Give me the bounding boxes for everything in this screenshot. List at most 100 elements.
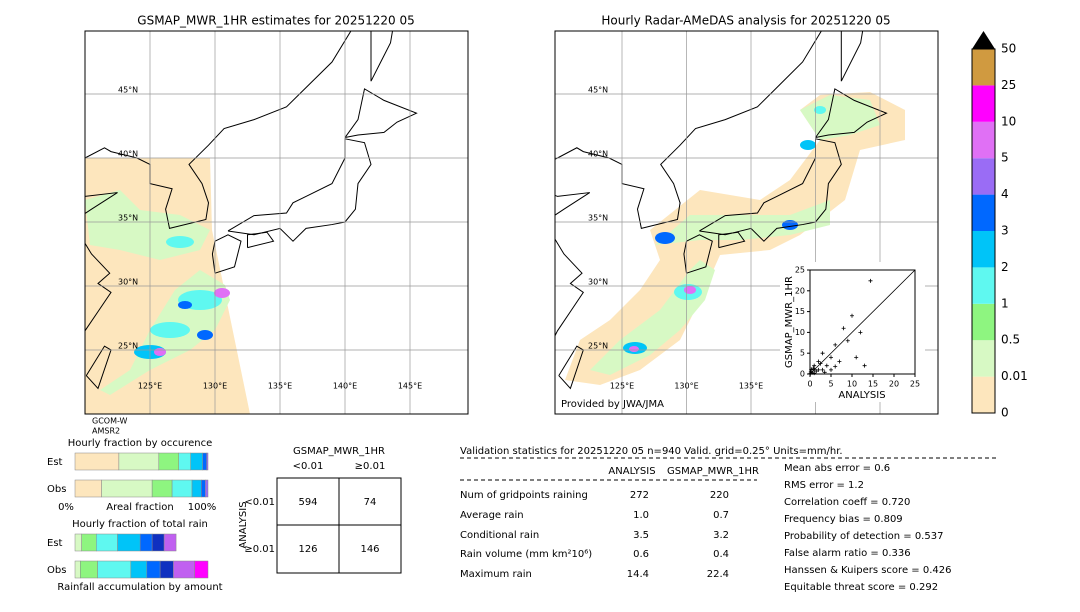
colorbar-bin [972, 340, 995, 377]
score: Probability of detection = 0.537 [784, 531, 943, 542]
fraction-segment [206, 452, 209, 471]
col-label: ≥0.01 [355, 461, 386, 472]
point [808, 371, 813, 376]
fraction-segment [74, 533, 82, 552]
lon-label: 130°E [674, 382, 698, 391]
right-map-frame [554, 30, 939, 415]
point [850, 313, 854, 318]
satellite-note: AMSR2 [92, 427, 120, 436]
axis-label: 0% [58, 502, 74, 513]
point [833, 342, 838, 347]
lon-label: 145°E [398, 382, 422, 391]
lat-label: 25°N [588, 342, 608, 351]
colorbar-label: 10 [1001, 114, 1016, 128]
fraction-segment [171, 479, 193, 498]
lat-label: 35°N [588, 214, 608, 223]
lon-label: 140°E [333, 382, 357, 391]
x-tick-label: 25 [910, 380, 920, 389]
row-label: Num of gridpoints raining [460, 490, 588, 501]
row-axis: ANALYSIS [238, 501, 249, 548]
point [816, 367, 821, 372]
value: 0.7 [713, 510, 729, 521]
x-tick-label: 15 [868, 380, 878, 389]
point [812, 371, 817, 376]
axis-label: 100% [188, 502, 217, 513]
point [862, 363, 867, 368]
value: 272 [630, 490, 649, 501]
lat-label: 40°N [588, 150, 608, 159]
colorbar-label: 5 [1001, 151, 1009, 165]
scatter-y-label: GSMAP_MWR_1HR [784, 276, 795, 368]
lat-label: 30°N [588, 278, 608, 287]
lat-label: 25°N [118, 342, 138, 351]
column-header: GSMAP_MWR_1HR [667, 466, 759, 477]
value: 220 [710, 490, 729, 501]
point [811, 366, 816, 371]
fraction-segment [178, 452, 191, 471]
colorbar-bin [972, 85, 995, 122]
colorbar-bin [972, 49, 995, 86]
axis-label: Areal fraction [106, 502, 173, 513]
diagonal [809, 269, 916, 375]
colorbar-label: 1 [1001, 296, 1009, 310]
fraction-segment [201, 479, 206, 498]
lat-label: 45°N [118, 86, 138, 95]
colorbar-bin [972, 376, 995, 413]
colorbar-frame [971, 48, 996, 414]
coastline [227, 138, 372, 242]
score: Mean abs error = 0.6 [784, 463, 890, 474]
lat-label: 35°N [118, 214, 138, 223]
point [845, 338, 850, 343]
value: 22.4 [707, 569, 729, 580]
colorbar-bin [972, 158, 995, 195]
fraction-segment [117, 533, 141, 552]
fraction-segment [96, 533, 118, 552]
colorbar-label: 0.5 [1001, 333, 1020, 347]
point [818, 361, 823, 366]
colorbar-label: 3 [1001, 224, 1009, 238]
point [829, 367, 833, 372]
y-tick-label: 15 [795, 307, 805, 316]
colorbar-label: 50 [1001, 42, 1016, 56]
left-map-title: GSMAP_MWR_1HR estimates for 20251220 05 [137, 14, 414, 28]
lon-label: 125°E [138, 382, 162, 391]
value: 3.2 [713, 530, 729, 541]
validation-header: Validation statistics for 20251220 05 n=… [460, 446, 843, 457]
lon-label: 125°E [610, 382, 634, 391]
row-label: Maximum rain [460, 569, 532, 580]
right-map [555, 31, 938, 414]
value: 0.4 [713, 549, 729, 560]
colorbar-label: 4 [1001, 187, 1009, 201]
y-tick-label: 20 [795, 286, 805, 295]
coastline [555, 31, 822, 337]
row-label: ≥0.01 [244, 544, 275, 555]
fraction-segment [173, 560, 195, 579]
point [858, 330, 863, 335]
cell: 126 [298, 544, 317, 555]
colorbar-label: 0 [1001, 406, 1009, 420]
colorbar-label: 0.01 [1001, 369, 1028, 383]
colorbar-bin [972, 267, 995, 304]
colorbar-bin [972, 303, 995, 341]
fraction-segment [118, 452, 160, 471]
right-map-title: Hourly Radar-AMeDAS analysis for 2025122… [601, 14, 890, 28]
fraction-segment [194, 560, 209, 579]
cell: 74 [364, 497, 377, 508]
coastline [683, 234, 713, 274]
value: 14.4 [627, 569, 649, 580]
scatter-x-label: ANALYSIS [838, 390, 885, 401]
left-map [85, 31, 468, 414]
colorbar-bin [972, 231, 995, 268]
footer: Rainfall accumulation by amount [57, 582, 222, 593]
coastline [370, 31, 394, 82]
point [833, 364, 838, 369]
point [868, 278, 873, 283]
lon-label: 130°E [203, 382, 227, 391]
occurrence-title: Hourly fraction by occurence [68, 438, 212, 449]
total-rain-title: Hourly fraction of total rain [72, 519, 208, 530]
fraction-segment [97, 560, 132, 579]
value: 0.6 [633, 549, 649, 560]
row-label: <0.01 [244, 497, 275, 508]
colorbar-label: 25 [1001, 78, 1016, 92]
